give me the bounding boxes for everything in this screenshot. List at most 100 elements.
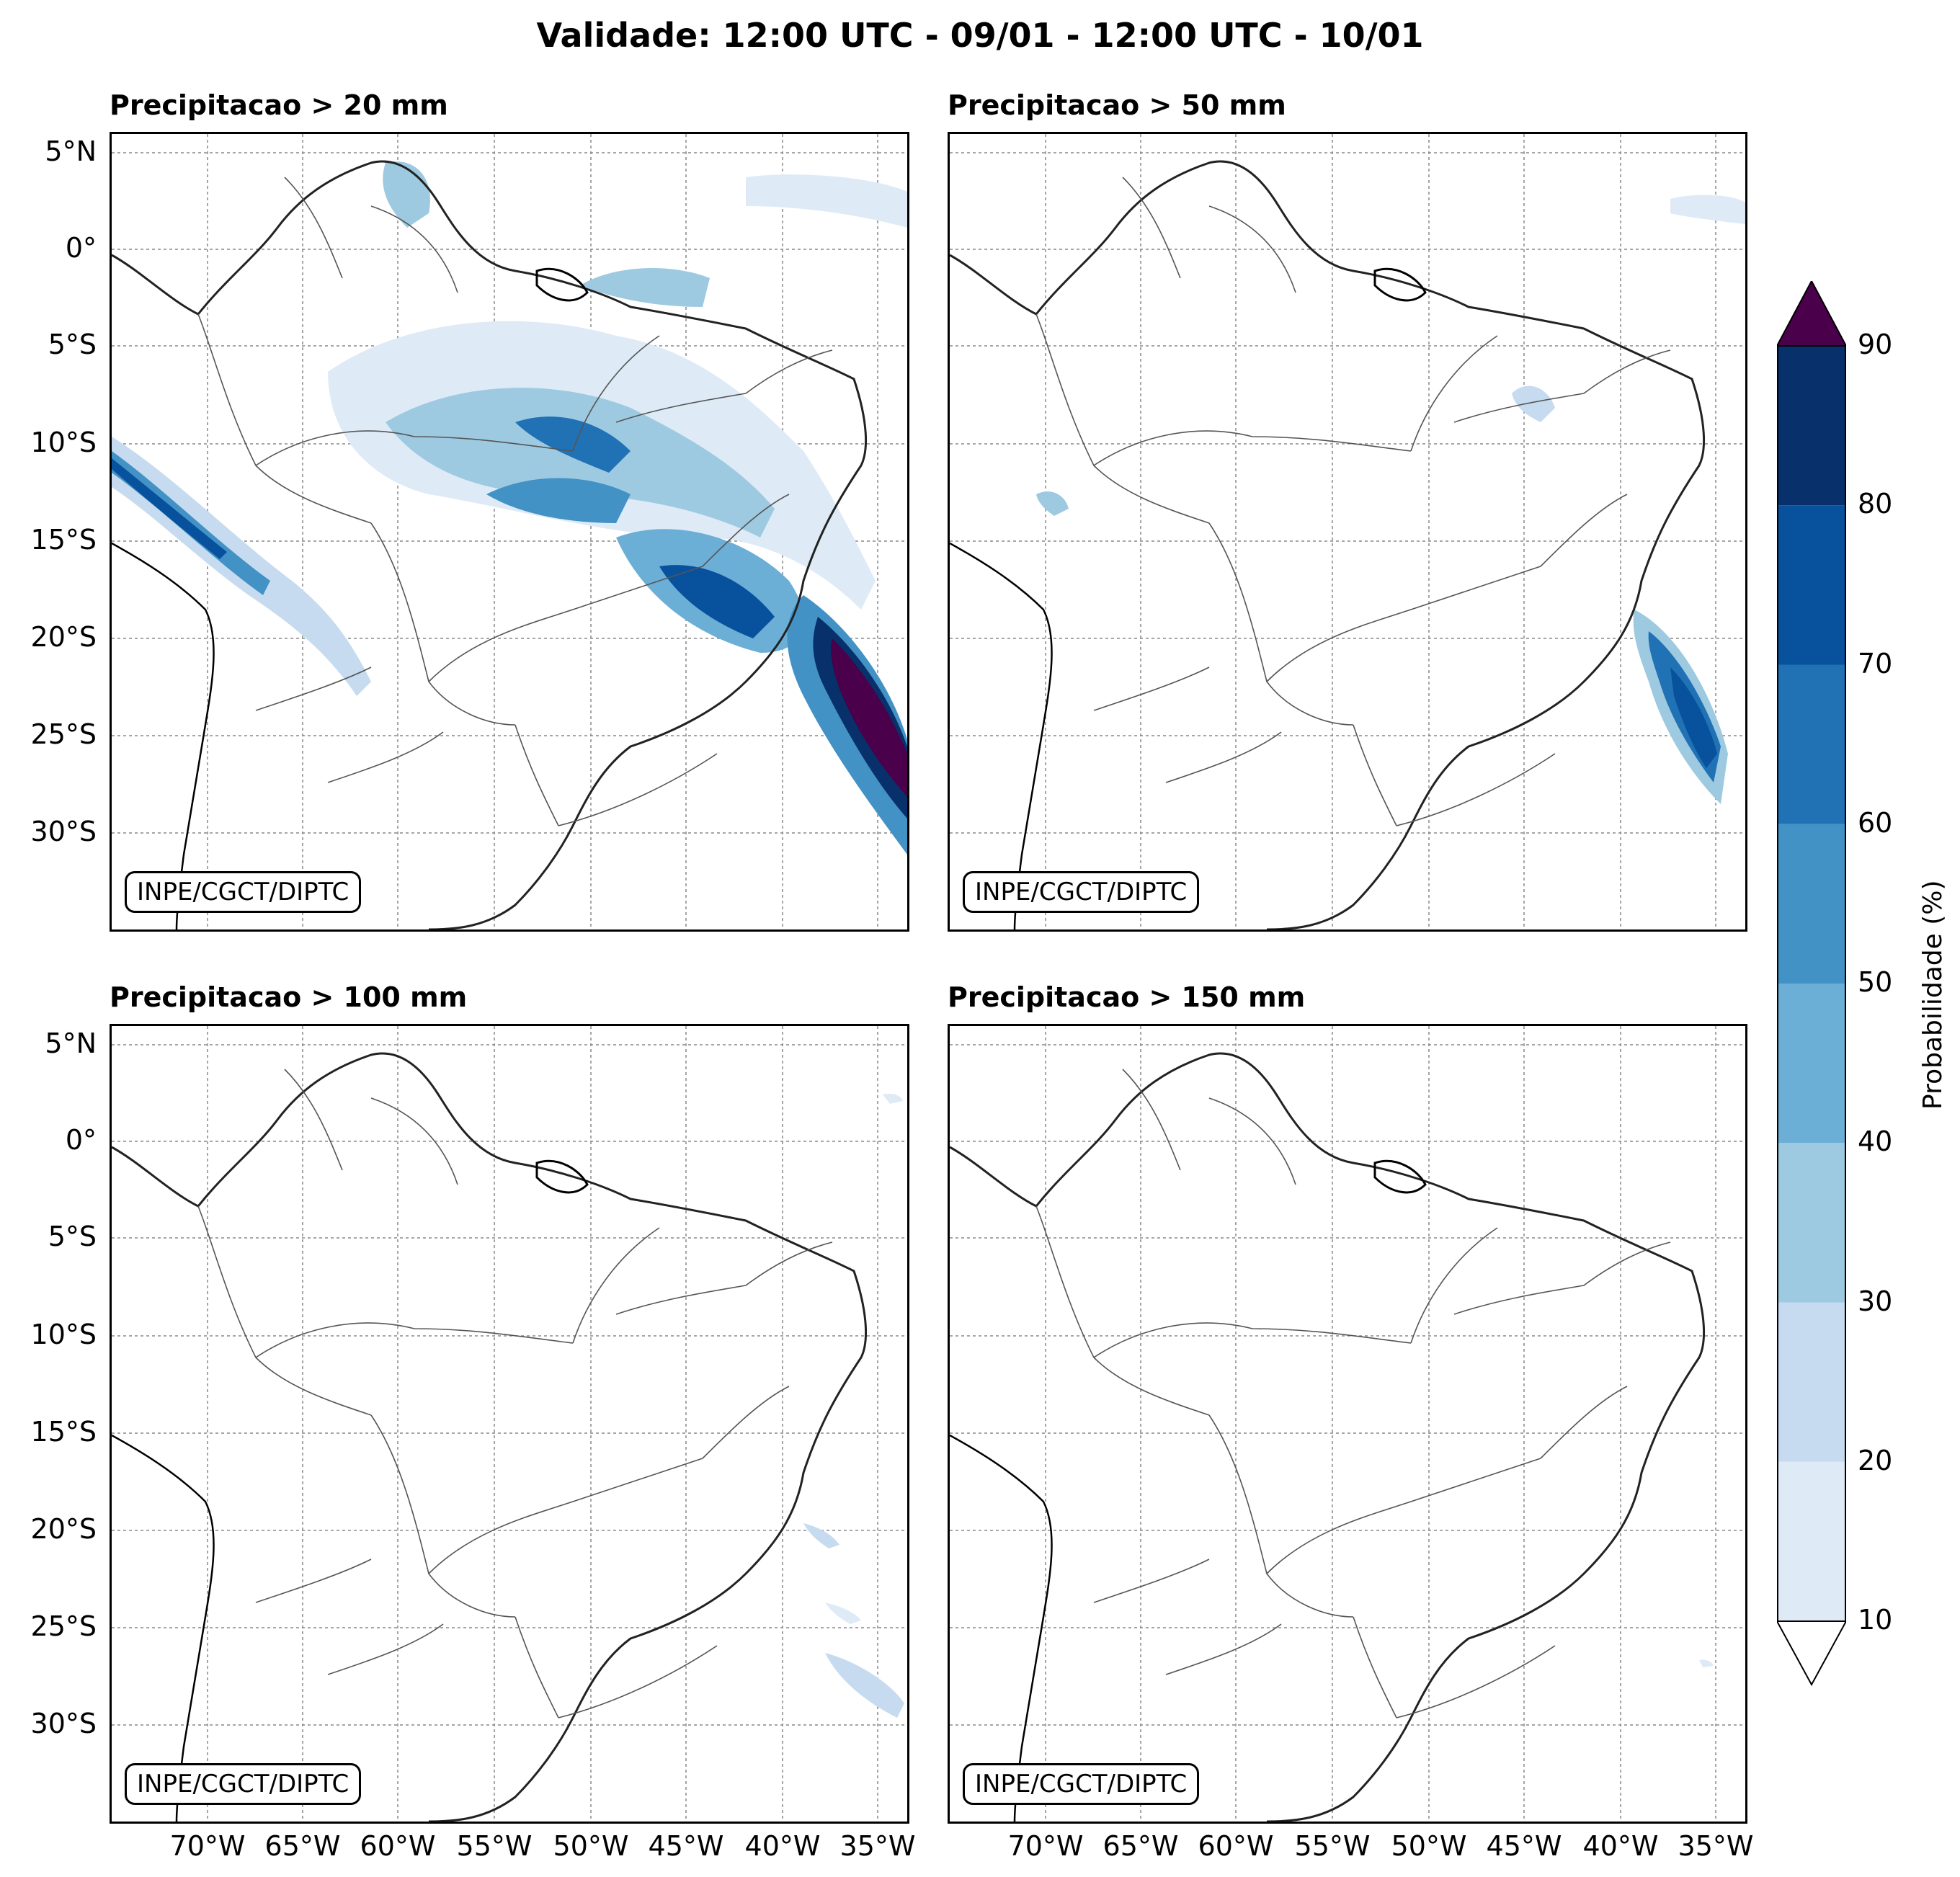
lat-tick-label: 5°S — [48, 329, 97, 360]
state-border — [514, 724, 559, 826]
lat-tick-label: 25°S — [30, 718, 97, 750]
credit-label: INPE/CGCT/DIPTC — [125, 1763, 362, 1805]
state-border — [1208, 522, 1354, 726]
state-border — [255, 430, 574, 466]
lon-tick-label: 40°W — [744, 1830, 821, 1862]
lon-tick-label: 55°W — [1294, 1830, 1371, 1862]
colorbar-tick-label: 20 — [1858, 1444, 1893, 1476]
figure-title: Validade: 12:00 UTC - 09/01 - 12:00 UTC … — [536, 16, 1424, 55]
map-150mm — [950, 1026, 1745, 1822]
lon-tick-label: 65°W — [1102, 1830, 1179, 1862]
lat-tick-label: 10°S — [30, 1319, 97, 1350]
lat-tick-label: 0° — [65, 1124, 97, 1156]
state-border — [702, 494, 790, 567]
coastline-borders — [112, 1052, 868, 1822]
lat-tick-label: 5°N — [45, 1027, 97, 1059]
lon-tick-label: 45°W — [648, 1830, 724, 1862]
lat-tick-label: 10°S — [30, 427, 97, 458]
colorbar-tick-label: 70 — [1858, 647, 1893, 679]
state-border — [1122, 1069, 1181, 1171]
state-border — [558, 1645, 718, 1718]
precip-shading-100mm — [803, 1094, 904, 1718]
state-border — [284, 1069, 343, 1171]
lat-tick-label: 15°S — [30, 1416, 97, 1448]
colorbar-segment — [1777, 346, 1846, 506]
state-border — [1208, 205, 1296, 293]
state-border — [1093, 430, 1412, 466]
marajo-island — [1373, 267, 1427, 302]
state-border — [1410, 335, 1498, 452]
colorbar-tick-label: 40 — [1858, 1125, 1893, 1158]
state-border — [1165, 731, 1282, 783]
state-border — [370, 205, 458, 293]
map-50mm — [950, 134, 1745, 929]
state-border — [1353, 724, 1397, 826]
panel-title-20mm: Precipitacao > 20 mm — [110, 89, 448, 121]
lon-tick-label: 45°W — [1486, 1830, 1562, 1862]
state-border — [370, 1097, 458, 1185]
lat-tick-label: 30°S — [30, 816, 97, 847]
state-border — [255, 1322, 574, 1358]
colorbar-segment — [1777, 1143, 1846, 1303]
colorbar-segment — [1777, 505, 1846, 665]
state-border — [615, 1241, 833, 1315]
lat-tick-label: 25°S — [30, 1610, 97, 1642]
state-border — [1453, 1241, 1671, 1315]
state-border — [1266, 1458, 1541, 1574]
colorbar-segment — [1777, 1461, 1846, 1621]
coastline — [112, 160, 868, 929]
colorbar-over-extension — [1776, 279, 1848, 347]
state-border — [514, 1616, 559, 1718]
coastline-borders — [950, 160, 1706, 929]
graticule — [950, 134, 1745, 929]
colorbar-segment — [1777, 664, 1846, 824]
lon-tick-label: 40°W — [1582, 1830, 1659, 1862]
precip-shading-20mm — [112, 161, 907, 855]
state-border — [1540, 494, 1628, 567]
map-panel-20mm: INPE/CGCT/DIPTC — [110, 132, 909, 932]
marajo-island — [535, 1159, 589, 1194]
colorbar-tick-label: 90 — [1858, 329, 1893, 360]
map-100mm — [112, 1026, 907, 1822]
colorbar-tick-label: 50 — [1858, 966, 1893, 998]
colorbar-tick-label: 80 — [1858, 488, 1893, 520]
colorbar-label: Probabilidade (%) — [1918, 880, 1948, 1110]
lon-tick-label: 55°W — [456, 1830, 533, 1862]
lon-tick-label: 35°W — [1678, 1830, 1754, 1862]
panel-title-100mm: Precipitacao > 100 mm — [110, 981, 468, 1013]
panel-title-50mm: Precipitacao > 50 mm — [948, 89, 1286, 121]
state-border — [1208, 1414, 1354, 1618]
map-panel-100mm: INPE/CGCT/DIPTC — [110, 1024, 909, 1824]
colorbar-segment — [1777, 1302, 1846, 1462]
colorbar — [1776, 279, 1848, 1687]
state-border — [1353, 1616, 1397, 1718]
precip-shading-150mm — [1699, 1659, 1714, 1667]
lon-tick-label: 50°W — [553, 1830, 629, 1862]
state-border — [327, 1623, 444, 1675]
lon-tick-label: 50°W — [1391, 1830, 1467, 1862]
state-border — [428, 1458, 703, 1574]
lat-tick-label: 20°S — [30, 621, 97, 653]
coastline — [950, 160, 1706, 929]
state-border — [255, 666, 372, 711]
precip-shading-50mm — [1036, 195, 1745, 804]
coastline-borders — [950, 1052, 1706, 1822]
state-border — [1165, 1623, 1282, 1675]
state-border — [572, 335, 660, 452]
state-border — [558, 753, 718, 826]
state-border — [428, 566, 703, 682]
lon-tick-label: 65°W — [264, 1830, 341, 1862]
state-border — [1208, 1097, 1296, 1185]
lat-tick-label: 20°S — [30, 1513, 97, 1545]
map-20mm — [112, 134, 907, 929]
state-border — [1396, 753, 1556, 826]
lat-tick-label: 0° — [65, 232, 97, 264]
state-border — [615, 349, 833, 423]
state-border — [1396, 1645, 1556, 1718]
coastline — [950, 1052, 1706, 1822]
marajo-island — [1373, 1159, 1427, 1194]
lon-tick-label: 60°W — [1198, 1830, 1274, 1862]
lon-tick-label: 35°W — [839, 1830, 916, 1862]
state-border — [370, 522, 516, 726]
lon-tick-label: 70°W — [1007, 1830, 1084, 1862]
